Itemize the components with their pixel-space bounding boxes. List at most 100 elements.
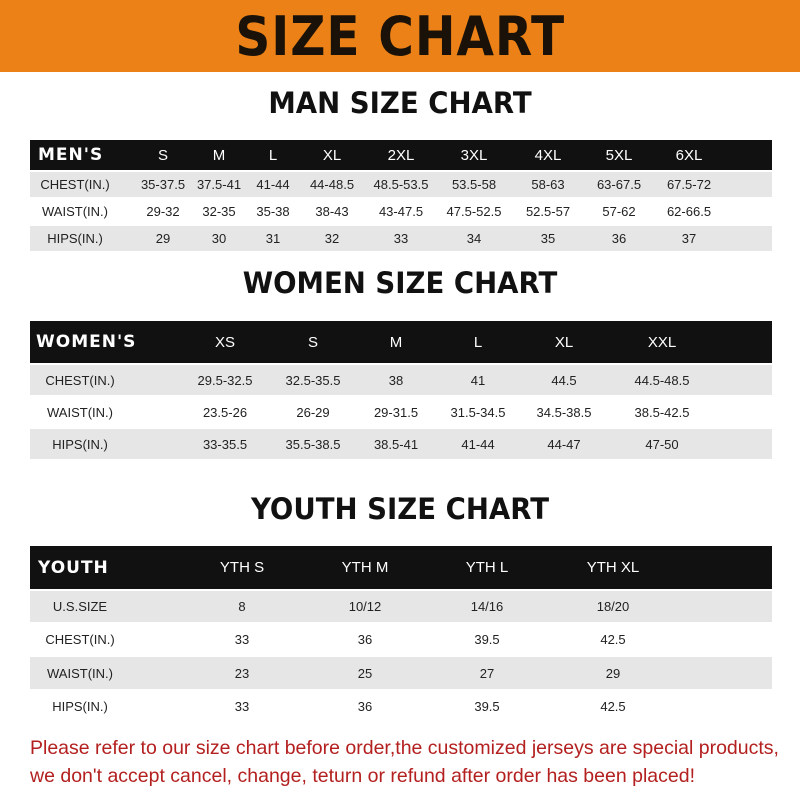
table-heading: MEN'S — [38, 145, 104, 165]
measurement-cell: 29 — [605, 665, 621, 681]
measurement-cell: 39.5 — [474, 699, 500, 714]
measurement-cell: 32.5-35.5 — [285, 372, 341, 388]
table-row: CHEST(IN.) 29.5-32.5 32.5-35.5 38 41 44.5 44.5… — [30, 365, 772, 395]
row-label: WAIST(IN.) — [47, 404, 113, 420]
women-size-table: WOMEN'S XS S M L XL XXL CHEST(IN.) 29.5-32.5 32.5… — [30, 321, 772, 459]
notice-line-2: we don't accept cancel, change, teturn o… — [30, 765, 695, 787]
measurement-cell: 23.5-26 — [202, 404, 248, 420]
size-header: 3XL — [460, 146, 488, 164]
notice-line-1: Please refer to our size chart before or… — [30, 737, 779, 759]
row-label: U.S.SIZE — [52, 599, 108, 614]
measurement-cell: 29-31.5 — [373, 404, 419, 420]
row-label: HIPS(IN.) — [47, 231, 103, 246]
table-row: HIPS(IN.) 33-35.5 35.5-38.5 38.5-41 41-44 44-… — [30, 429, 772, 459]
measurement-cell: 38 — [388, 372, 404, 388]
measurement-cell: 67.5-72 — [666, 177, 712, 192]
banner-title: SIZE CHART — [235, 4, 565, 68]
measurement-cell: 31.5-34.5 — [450, 404, 506, 420]
size-header: YTH XL — [586, 559, 640, 576]
row-label: CHEST(IN.) — [40, 177, 110, 192]
measurement-cell: 43-47.5 — [378, 204, 424, 219]
measurement-cell: 35 — [540, 231, 556, 246]
size-header: XL — [554, 333, 574, 351]
measurement-cell: 35-38 — [256, 204, 290, 219]
measurement-cell: 23 — [234, 665, 250, 681]
measurement-cell: 36 — [357, 632, 373, 647]
measurement-cell: 26-29 — [296, 404, 330, 420]
measurement-cell: 18/20 — [596, 599, 630, 614]
measurement-cell: 48.5-53.5 — [373, 177, 429, 192]
measurement-cell: 35-37.5 — [140, 177, 186, 192]
measurement-cell: 10/12 — [348, 599, 382, 614]
row-label: CHEST(IN.) — [45, 372, 115, 388]
measurement-cell: 34.5-38.5 — [536, 404, 592, 420]
table-row: WAIST(IN.) 23 25 27 29 — [30, 657, 772, 689]
measurement-cell: 44.5 — [551, 372, 577, 388]
row-label: WAIST(IN.) — [42, 204, 108, 219]
measurement-cell: 38.5-42.5 — [634, 404, 690, 420]
measurement-cell: 47-50 — [645, 436, 679, 452]
row-label: CHEST(IN.) — [45, 632, 115, 647]
table-header-row: WOMEN'S XS S M L XL XXL — [30, 321, 772, 363]
measurement-cell: 37.5-41 — [196, 177, 242, 192]
size-header: YTH L — [465, 559, 509, 576]
measurement-cell: 41-44 — [256, 177, 290, 192]
measurement-cell: 32-35 — [202, 204, 236, 219]
row-label: WAIST(IN.) — [47, 665, 113, 681]
measurement-cell: 33 — [393, 231, 409, 246]
return-policy-notice: Please refer to our size chart before or… — [30, 734, 790, 790]
measurement-cell: 33-35.5 — [202, 436, 248, 452]
measurement-cell: 52.5-57 — [525, 204, 571, 219]
size-header: 2XL — [387, 146, 415, 164]
size-header: XL — [322, 146, 342, 164]
table-heading: YOUTH — [38, 557, 109, 578]
measurement-cell: 33 — [234, 632, 250, 647]
measurement-cell: 39.5 — [474, 632, 500, 647]
table-row: U.S.SIZE 8 10/12 14/16 18/20 — [30, 591, 772, 622]
size-header: XS — [214, 333, 236, 351]
men-size-table: MEN'S S M L XL 2XL 3XL 4XL 5XL 6XL CHEST(IN.) 35-37… — [30, 140, 772, 251]
women-chart-title: WOMEN SIZE CHART — [242, 266, 558, 300]
measurement-cell: 58-63 — [531, 177, 565, 192]
measurement-cell: 34 — [466, 231, 482, 246]
measurement-cell: 29-32 — [146, 204, 180, 219]
measurement-cell: 57-62 — [602, 204, 636, 219]
size-header: S — [157, 146, 169, 164]
measurement-cell: 35.5-38.5 — [285, 436, 341, 452]
measurement-cell: 38-43 — [315, 204, 349, 219]
size-chart-banner: SIZE CHART — [0, 0, 800, 72]
measurement-cell: 41 — [470, 372, 486, 388]
row-label: HIPS(IN.) — [52, 699, 108, 714]
size-header: M — [389, 333, 403, 351]
measurement-cell: 37 — [681, 231, 697, 246]
measurement-cell: 30 — [211, 231, 227, 246]
measurement-cell: 44-48.5 — [309, 177, 355, 192]
table-row: WAIST(IN.) 23.5-26 26-29 29-31.5 31.5-34.5 34… — [30, 397, 772, 427]
size-header: L — [473, 333, 483, 351]
measurement-cell: 38.5-41 — [373, 436, 419, 452]
size-header: M — [212, 146, 226, 164]
measurement-cell: 47.5-52.5 — [446, 204, 502, 219]
measurement-cell: 29.5-32.5 — [197, 372, 253, 388]
size-header: 5XL — [605, 146, 633, 164]
measurement-cell: 32 — [324, 231, 340, 246]
men-chart-title: MAN SIZE CHART — [268, 86, 532, 120]
measurement-cell: 42.5 — [600, 699, 626, 714]
measurement-cell: 29 — [155, 231, 171, 246]
measurement-cell: 27 — [479, 665, 495, 681]
size-header: S — [307, 333, 319, 351]
measurement-cell: 33 — [234, 699, 250, 714]
measurement-cell: 8 — [238, 599, 246, 614]
table-row: CHEST(IN.) 35-37.5 37.5-41 41-44 44-48.5 48.5… — [30, 172, 772, 197]
measurement-cell: 44.5-48.5 — [634, 372, 690, 388]
measurement-cell: 36 — [357, 699, 373, 714]
measurement-cell: 63-67.5 — [596, 177, 642, 192]
size-header: L — [268, 146, 278, 164]
size-header: XXL — [647, 333, 677, 351]
size-header: YTH S — [219, 559, 265, 576]
table-header-row: YOUTH YTH S YTH M YTH L YTH XL — [30, 546, 772, 589]
measurement-cell: 53.5-58 — [451, 177, 497, 192]
measurement-cell: 31 — [265, 231, 281, 246]
table-header-row: MEN'S S M L XL 2XL 3XL 4XL 5XL 6XL — [30, 140, 772, 170]
measurement-cell: 14/16 — [470, 599, 504, 614]
